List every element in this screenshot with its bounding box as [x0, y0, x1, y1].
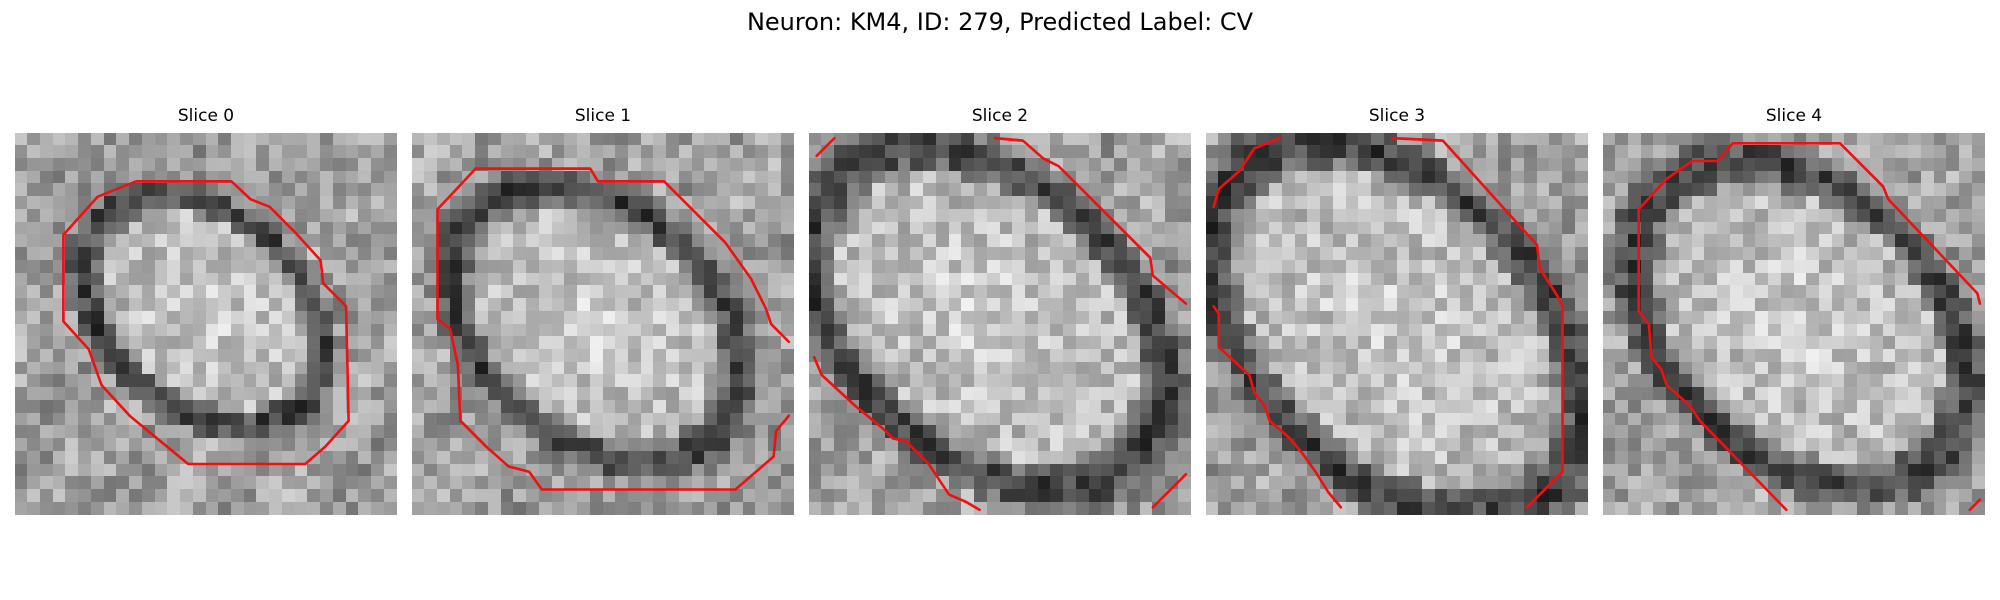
slice-image [809, 133, 1191, 515]
slice-image [412, 133, 794, 515]
slice-image [1603, 133, 1985, 515]
figure-title: Neuron: KM4, ID: 279, Predicted Label: C… [746, 8, 1254, 36]
slice-title: Slice 0 [177, 106, 235, 126]
slice-title: Slice 1 [574, 106, 632, 126]
slice-title: Slice 3 [1368, 106, 1426, 126]
slice-image [1206, 133, 1588, 515]
slice-panel-2: Slice 2 [809, 106, 1191, 515]
slice-title: Slice 2 [971, 106, 1029, 126]
slice-title: Slice 4 [1765, 106, 1823, 126]
slice-panel-1: Slice 1 [412, 106, 794, 515]
slice-image [15, 133, 397, 515]
slice-panel-4: Slice 4 [1603, 106, 1985, 515]
slice-panel-0: Slice 0 [15, 106, 397, 515]
slice-panel-3: Slice 3 [1206, 106, 1588, 515]
